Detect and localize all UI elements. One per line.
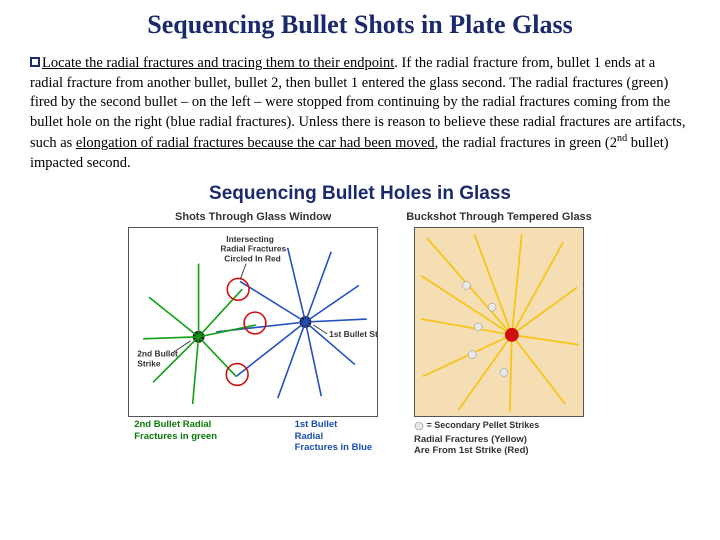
right-panel: Buckshot Through Tempered Glass: [406, 211, 592, 456]
diagram-container: Sequencing Bullet Holes in Glass Shots T…: [30, 183, 690, 456]
elongation-phrase: elongation of radial fractures because t…: [76, 135, 435, 151]
pellet-legend: = Secondary Pellet Strikes: [414, 420, 584, 431]
left-diagram-svg: Intersecting Radial Fractures Circled In…: [128, 227, 378, 417]
svg-text:1st Bullet Strike: 1st Bullet Strike: [329, 329, 378, 339]
left-panel-title: Shots Through Glass Window: [175, 211, 331, 223]
right-panel-title: Buckshot Through Tempered Glass: [406, 211, 592, 223]
right-caption: Radial Fractures (Yellow) Are From 1st S…: [414, 434, 584, 457]
left-panel: Shots Through Glass Window: [128, 211, 378, 456]
ordinal-sup: nd: [617, 133, 627, 144]
body-paragraph: Locate the radial fractures and tracing …: [30, 54, 690, 173]
panels-row: Shots Through Glass Window: [128, 211, 592, 456]
svg-text:Intersecting Radial: Intersecting Radial Fractures Circled In…: [221, 234, 289, 264]
page-title: Sequencing Bullet Shots in Plate Glass: [30, 10, 690, 40]
lead-phrase: Locate the radial fractures and tracing …: [42, 55, 394, 71]
caption-green: 2nd Bullet Radial Fractures in green: [134, 419, 217, 453]
diagram-title: Sequencing Bullet Holes in Glass: [209, 183, 511, 205]
body-part2: , the radial fractures in green (2: [435, 135, 617, 151]
bullet-square-icon: [30, 57, 40, 67]
caption-blue: 1st Bullet Radial Fractures in Blue: [295, 419, 373, 453]
right-diagram-svg: [414, 227, 584, 417]
